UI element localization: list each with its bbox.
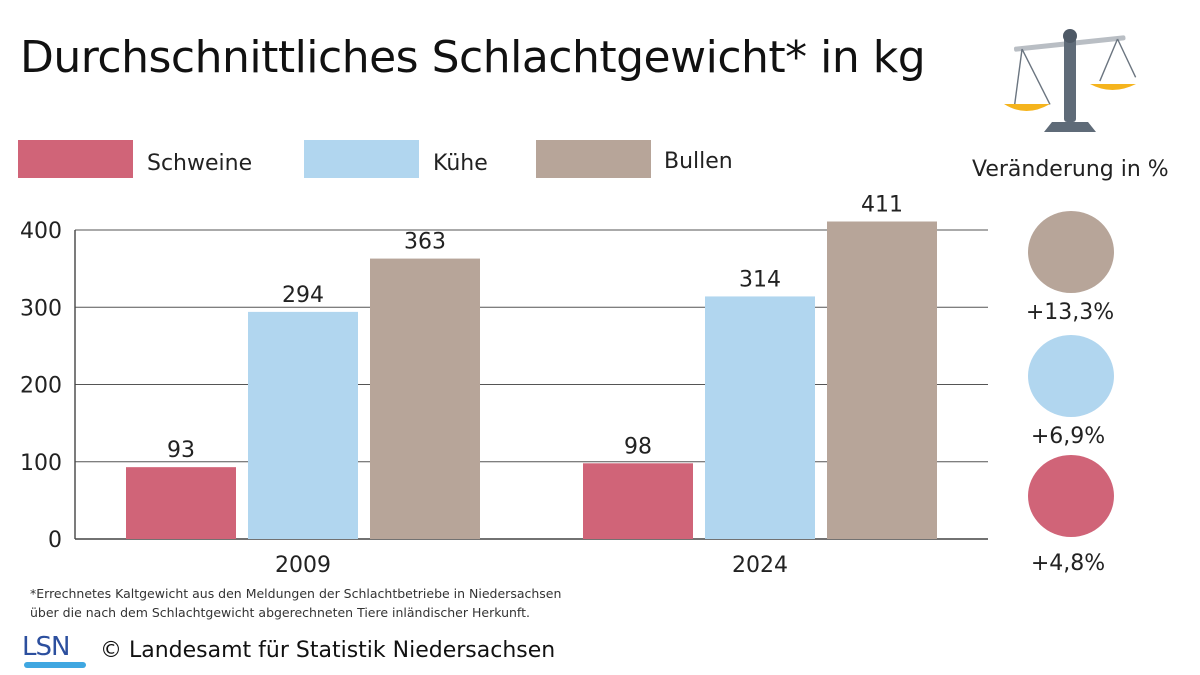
change-circle-bullen: [1028, 211, 1114, 293]
change-circle-schweine: [1028, 455, 1114, 537]
scale-icon: [1004, 29, 1137, 132]
legend-swatch-schweine: [18, 140, 133, 178]
change-title: Veränderung in %: [972, 157, 1169, 182]
bar-schweine-2024: [583, 463, 693, 539]
legend-swatch-kuehe: [304, 140, 419, 178]
data-label-kühe-2009: 294: [282, 283, 324, 308]
lsn-logo: LSN: [22, 628, 90, 672]
change-value-schweine: +4,8%: [1030, 551, 1106, 576]
change-value-bullen: +13,3%: [1025, 300, 1115, 325]
footnote: *Errechnetes Kaltgewicht aus den Meldung…: [30, 584, 561, 622]
bar-kühe-2009: [248, 311, 358, 539]
bar-kühe-2024: [705, 296, 815, 539]
change-circle-kuehe: [1028, 335, 1114, 417]
y-tick-label-300: 300: [20, 296, 62, 321]
data-label-schweine-2009: 93: [167, 438, 195, 463]
lsn-logo-swoosh: [24, 662, 86, 668]
footnote-line-1: *Errechnetes Kaltgewicht aus den Meldung…: [30, 586, 562, 601]
lsn-logo-text: LSN: [22, 632, 70, 662]
data-label-bullen-2009: 363: [404, 230, 446, 255]
data-label-bullen-2024: 411: [861, 193, 903, 218]
footnote-line-2: über die nach dem Schlachtgewicht abgere…: [30, 605, 530, 620]
legend-label-schweine: Schweine: [147, 151, 253, 176]
bar-bullen-2009: [370, 258, 480, 539]
x-tick-label-2024: 2024: [732, 553, 788, 578]
copyright: © Landesamt für Statistik Niedersachsen: [100, 638, 556, 663]
data-label-schweine-2024: 98: [624, 434, 652, 459]
chart-title: Durchschnittliches Schlachtgewicht* in k…: [20, 32, 926, 83]
y-tick-label-0: 0: [48, 528, 62, 553]
y-tick-label-100: 100: [20, 451, 62, 476]
y-tick-label-400: 400: [20, 219, 62, 244]
legend-swatch-bullen: [536, 140, 651, 178]
x-tick-label-2009: 2009: [275, 553, 331, 578]
legend-label-bullen: Bullen: [664, 149, 733, 174]
y-tick-label-200: 200: [20, 374, 62, 399]
change-value-kuehe: +6,9%: [1030, 424, 1106, 449]
bar-schweine-2009: [126, 467, 236, 539]
legend-label-kuehe: Kühe: [433, 151, 488, 176]
data-label-kühe-2024: 314: [739, 267, 781, 292]
bar-bullen-2024: [827, 221, 937, 539]
